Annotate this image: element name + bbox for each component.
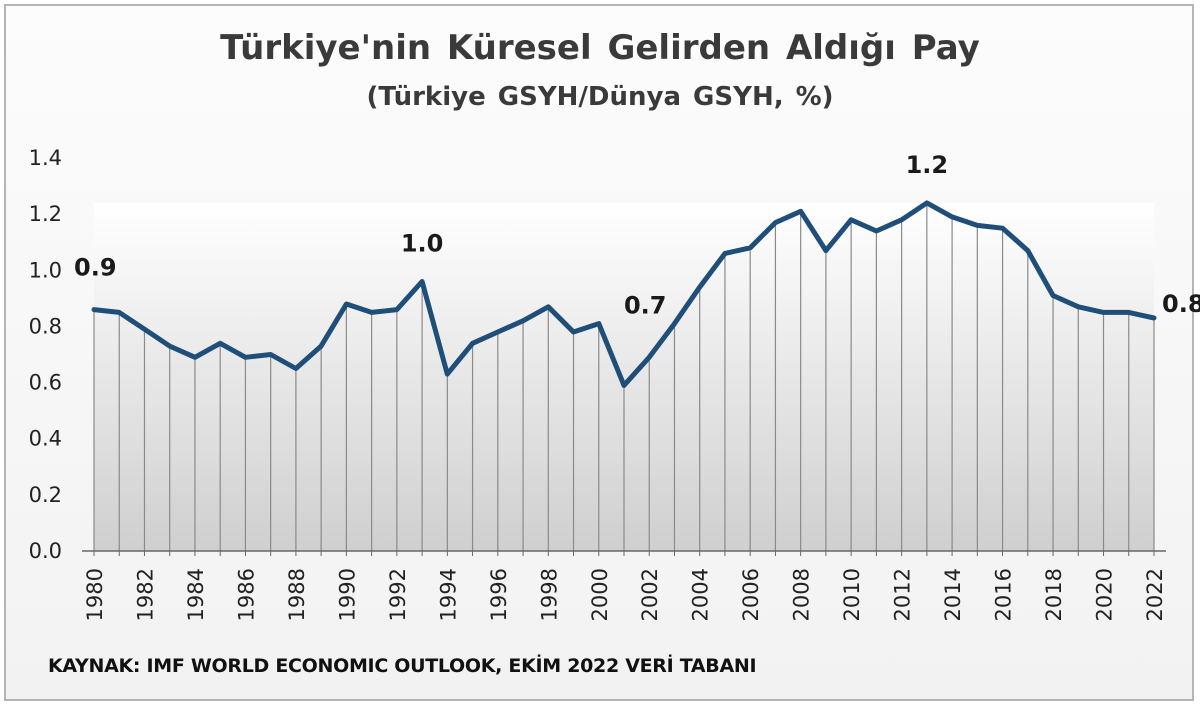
drop-lines xyxy=(93,202,1155,551)
x-tick-label: 1980 xyxy=(83,568,107,621)
x-tick-label: 1984 xyxy=(184,568,208,621)
y-tick-label: 0.4 xyxy=(29,427,62,451)
data-label: 0.8 xyxy=(1162,290,1200,318)
x-tick-label: 2006 xyxy=(739,568,763,621)
x-tick-label: 2002 xyxy=(638,568,662,621)
x-tick-label: 2010 xyxy=(840,568,864,621)
x-tick-label: 1998 xyxy=(537,568,561,621)
x-tick-label: 1996 xyxy=(487,568,511,621)
data-labels: 0.9 1.0 0.7 1.2 0.8 xyxy=(74,151,1200,319)
x-tick-label: 2020 xyxy=(1093,568,1117,621)
y-tick-label: 0.6 xyxy=(29,371,62,395)
axes: 0.0 0.2 0.4 0.6 0.8 1.0 1.2 1.4 1980 1982 1984 1986… xyxy=(29,146,1167,621)
y-tick-label: 0.0 xyxy=(29,539,62,563)
chart-subtitle: (Türkiye GSYH/Dünya GSYH, %) xyxy=(366,82,834,112)
x-tick-label: 1988 xyxy=(285,568,309,621)
series-line-path xyxy=(91,200,1157,388)
x-tick-label: 1982 xyxy=(133,568,157,621)
x-tick-label: 2000 xyxy=(588,568,612,621)
data-label: 1.0 xyxy=(401,230,444,258)
y-tick-label: 1.2 xyxy=(29,202,62,226)
y-tick-label: 1.4 xyxy=(29,146,62,170)
x-tick-label: 2014 xyxy=(941,568,965,621)
x-tick-label: 2022 xyxy=(1143,568,1167,621)
data-label: 0.9 xyxy=(74,254,117,282)
x-tick-label: 2012 xyxy=(891,568,915,621)
x-tick-label: 2004 xyxy=(689,568,713,621)
chart-title: Türkiye'nin Küresel Gelirden Aldığı Pay xyxy=(220,28,980,68)
series-line xyxy=(91,200,1157,388)
x-tick-label: 1992 xyxy=(386,568,410,621)
y-tick-label: 0.2 xyxy=(29,483,62,507)
x-tick-label: 1994 xyxy=(436,568,460,621)
x-tick-label: 2008 xyxy=(790,568,814,621)
source-note: KAYNAK: IMF WORLD ECONOMIC OUTLOOK, EKİM… xyxy=(48,655,757,677)
x-tick-label: 2018 xyxy=(1042,568,1066,621)
y-tick-label: 1.0 xyxy=(29,258,62,282)
x-tick-label: 1990 xyxy=(335,568,359,621)
x-tick-label: 1986 xyxy=(234,568,258,621)
data-label: 0.7 xyxy=(624,291,667,319)
x-tick-label: 2016 xyxy=(992,568,1016,621)
y-tick-label: 0.8 xyxy=(29,314,62,338)
data-label: 1.2 xyxy=(906,151,949,179)
